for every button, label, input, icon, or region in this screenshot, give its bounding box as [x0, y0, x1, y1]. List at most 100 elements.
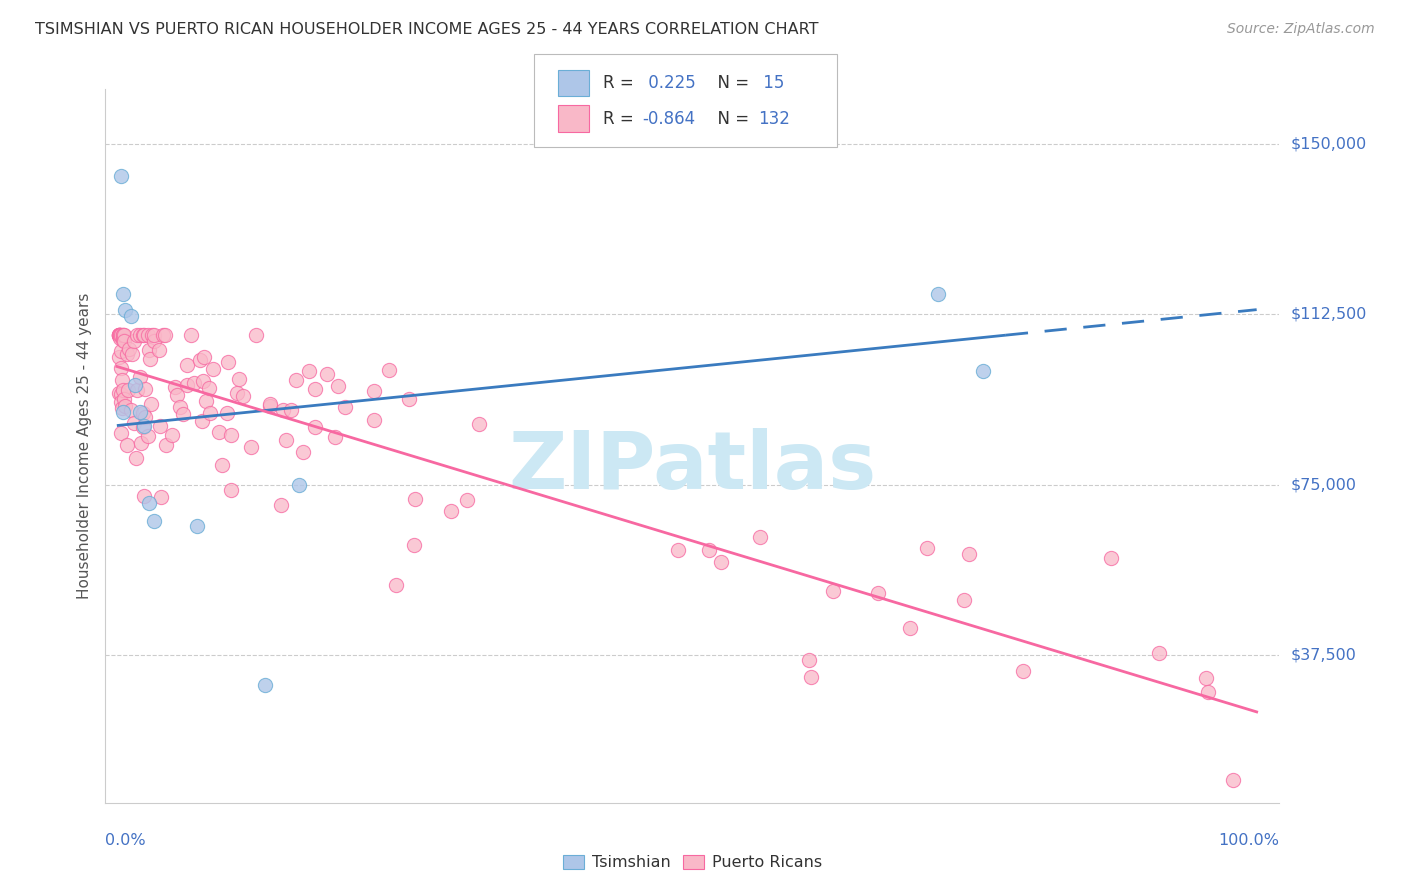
Point [211, 458, 233, 473]
Point [927, 286, 949, 301]
Point [202, 361, 225, 376]
Point [697, 543, 720, 558]
Point [225, 385, 247, 400]
Point [128, 327, 150, 342]
Point [823, 584, 845, 599]
Point [298, 364, 321, 378]
Point [288, 477, 311, 491]
Point [114, 399, 136, 413]
Point [186, 518, 208, 533]
Point [1197, 684, 1219, 698]
Point [108, 327, 131, 342]
Point [117, 384, 139, 398]
Point [176, 377, 198, 392]
Point [134, 382, 156, 396]
Point [132, 327, 155, 342]
Point [143, 514, 166, 528]
Point [866, 586, 889, 600]
Point [191, 414, 214, 428]
Point [208, 425, 231, 439]
Point [195, 393, 218, 408]
Point [245, 327, 267, 342]
Point [957, 547, 980, 561]
Point [176, 358, 198, 372]
Point [112, 327, 135, 342]
Point [108, 331, 131, 345]
Point [915, 541, 938, 555]
Text: 132: 132 [758, 110, 790, 128]
Point [800, 670, 823, 684]
Point [152, 327, 174, 342]
Point [666, 542, 689, 557]
Text: ZIPatlas: ZIPatlas [509, 428, 876, 507]
Point [240, 441, 263, 455]
Point [108, 386, 131, 401]
Point [323, 430, 346, 444]
Point [259, 397, 281, 411]
Point [134, 409, 156, 424]
Point [183, 376, 205, 391]
Point [111, 286, 134, 301]
Point [972, 364, 994, 378]
Point [141, 327, 163, 342]
Text: 0.225: 0.225 [643, 74, 696, 92]
Point [125, 450, 148, 465]
Point [108, 327, 131, 342]
Point [378, 363, 401, 377]
Point [172, 407, 194, 421]
Text: $150,000: $150,000 [1291, 136, 1367, 152]
Point [138, 496, 160, 510]
Point [139, 351, 162, 366]
Point [110, 327, 132, 342]
Point [169, 400, 191, 414]
Point [112, 327, 135, 342]
Y-axis label: Householder Income Ages 25 - 44 years: Householder Income Ages 25 - 44 years [77, 293, 93, 599]
Point [115, 438, 138, 452]
Point [132, 419, 155, 434]
Point [191, 375, 214, 389]
Point [108, 327, 131, 342]
Point [456, 492, 478, 507]
Point [1099, 551, 1122, 566]
Text: 0.0%: 0.0% [105, 833, 146, 848]
Point [108, 327, 131, 342]
Point [143, 327, 166, 342]
Point [1195, 671, 1218, 685]
Point [316, 367, 339, 381]
Point [110, 360, 132, 375]
Point [333, 400, 356, 414]
Point [125, 383, 148, 397]
Point [111, 327, 134, 342]
Point [710, 555, 733, 569]
Legend: Tsimshian, Puerto Ricans: Tsimshian, Puerto Ricans [557, 849, 828, 877]
Point [122, 334, 145, 348]
Point [136, 429, 159, 443]
Text: 15: 15 [758, 74, 785, 92]
Point [398, 392, 420, 406]
Point [108, 327, 131, 342]
Point [111, 401, 134, 416]
Point [188, 352, 211, 367]
Point [797, 653, 820, 667]
Point [160, 427, 183, 442]
Point [112, 334, 135, 348]
Point [274, 433, 297, 447]
Point [110, 395, 132, 409]
Point [114, 302, 136, 317]
Point [363, 413, 385, 427]
Point [363, 384, 385, 398]
Point [1149, 646, 1171, 660]
Point [180, 327, 202, 342]
Text: N =: N = [707, 110, 755, 128]
Text: R =: R = [603, 110, 640, 128]
Point [115, 347, 138, 361]
Point [200, 406, 222, 420]
Point [122, 417, 145, 431]
Point [142, 334, 165, 348]
Text: 100.0%: 100.0% [1219, 833, 1279, 848]
Point [111, 373, 134, 387]
Point [304, 383, 326, 397]
Point [163, 380, 186, 394]
Point [1222, 773, 1244, 788]
Text: N =: N = [707, 74, 755, 92]
